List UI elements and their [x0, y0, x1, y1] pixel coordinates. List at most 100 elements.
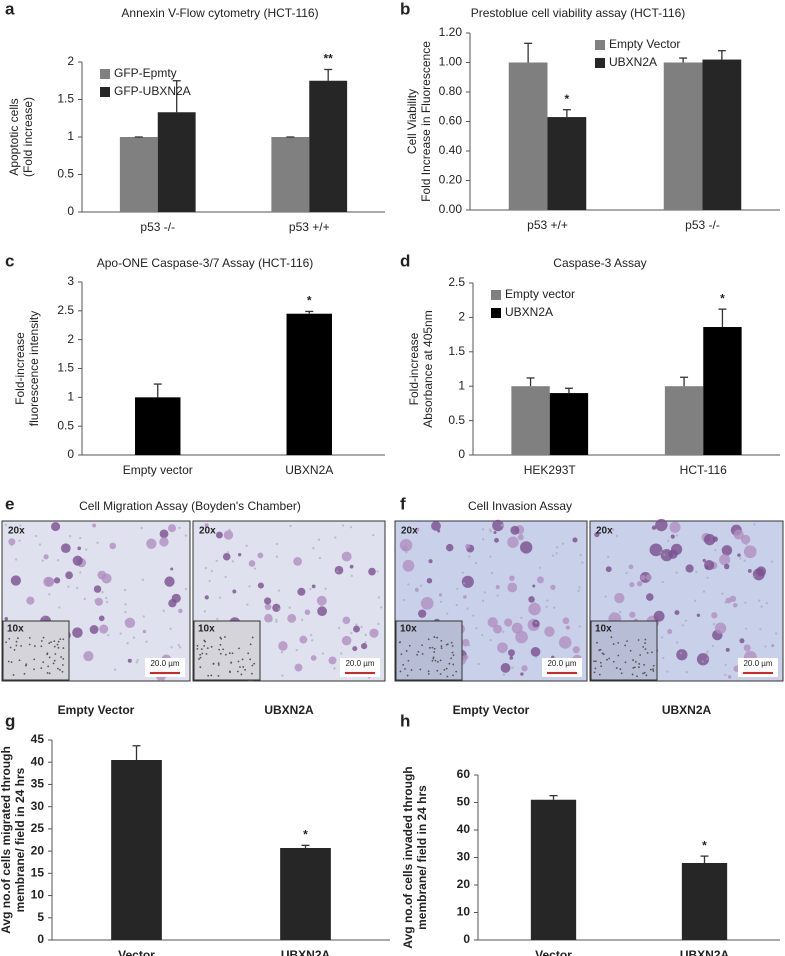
inset-cell	[451, 651, 454, 654]
bar	[119, 137, 158, 212]
pore	[577, 589, 580, 593]
y-tick-label: 35	[31, 777, 45, 791]
cell	[495, 585, 500, 590]
x-tick-label: p53 +/+	[527, 218, 568, 232]
inset-cell	[46, 652, 49, 655]
cell	[670, 534, 675, 539]
inset-cell	[652, 668, 655, 671]
pore	[402, 598, 405, 602]
pore	[483, 591, 486, 594]
cell	[51, 522, 61, 532]
cell	[743, 545, 757, 559]
inset-cell	[593, 660, 595, 663]
inset-cell	[629, 649, 632, 652]
inset-cell	[633, 666, 636, 669]
pore	[606, 555, 610, 559]
cell	[8, 538, 16, 546]
y-tick-label: 30	[457, 850, 471, 864]
cell	[287, 613, 297, 623]
pore	[611, 611, 615, 615]
cell	[264, 597, 272, 605]
chart-title: Apo-ONE Caspase-3/7 Assay (HCT-116)	[97, 256, 314, 270]
y-tick-label: 3	[67, 274, 74, 288]
pore	[511, 666, 514, 669]
magnification: 20x	[596, 526, 613, 537]
inset-cell	[617, 642, 620, 644]
inset-cell	[240, 673, 243, 676]
inset-cell	[645, 674, 648, 677]
cell	[293, 556, 302, 566]
pore	[113, 668, 117, 671]
significance-marker: **	[324, 52, 334, 66]
inset-cell	[637, 639, 640, 641]
cell	[676, 649, 688, 661]
pore	[407, 583, 410, 586]
scale-label: 20.0 µm	[150, 659, 179, 668]
pore	[685, 671, 688, 674]
inset-magnification: 10x	[7, 624, 24, 635]
inset-cell	[431, 646, 434, 649]
inset-cell	[443, 668, 446, 671]
pore	[132, 636, 136, 639]
chart-title: Prestoblue cell viability assay (HCT-116…	[471, 6, 686, 20]
pore	[496, 594, 499, 597]
y-tick-label: 60	[457, 767, 471, 781]
x-tick-label: UBXN2A	[285, 463, 333, 477]
cell	[65, 571, 73, 580]
cell	[739, 638, 745, 644]
inset-cell	[398, 641, 401, 644]
cell	[99, 624, 109, 634]
inset-cell	[624, 644, 627, 647]
inset-cell	[231, 652, 234, 655]
inset-cell	[419, 668, 422, 671]
pore	[228, 528, 231, 532]
pore	[19, 524, 22, 527]
cell	[565, 625, 570, 630]
inset-cell	[24, 664, 27, 667]
pore	[275, 542, 279, 546]
x-tick-label: HCT-116	[680, 463, 727, 477]
inset-cell	[646, 651, 649, 654]
inset-cell	[249, 643, 252, 646]
pore	[377, 622, 380, 626]
pore	[743, 559, 746, 563]
inset-cell	[53, 640, 56, 643]
cell	[696, 653, 710, 666]
x-tick-label: HEK293T	[524, 463, 577, 477]
inset-cell	[619, 668, 622, 671]
pore	[38, 543, 42, 546]
pore	[210, 569, 214, 573]
inset-cell	[251, 636, 254, 639]
inset-cell	[59, 638, 62, 641]
pore	[340, 652, 343, 655]
inset-cell	[643, 663, 646, 666]
legend-label: Empty vector	[505, 287, 575, 301]
inset-cell	[62, 647, 65, 649]
pore	[184, 587, 188, 591]
cell	[204, 595, 209, 600]
x-tick-label: UBXN2A	[680, 948, 730, 956]
inset-cell	[406, 674, 409, 677]
inset-cell	[224, 653, 227, 656]
panel-label: a	[5, 0, 15, 18]
cell	[756, 566, 767, 577]
y-tick-label: 25	[31, 821, 45, 835]
inset-cell	[61, 664, 64, 666]
inset-cell	[217, 675, 220, 677]
cell	[629, 611, 636, 618]
pore	[712, 623, 716, 626]
inset-cell	[253, 662, 256, 665]
pore	[706, 576, 709, 579]
inset-cell	[445, 667, 448, 670]
cell	[530, 646, 541, 657]
pore	[231, 560, 235, 563]
panel-label: g	[5, 711, 15, 730]
cell	[737, 553, 741, 557]
pore	[439, 600, 443, 604]
cell	[515, 630, 528, 644]
inset-magnification: 10x	[400, 624, 417, 635]
pore	[275, 618, 278, 622]
cell	[223, 530, 234, 540]
inset-cell	[196, 647, 199, 650]
pore	[679, 651, 683, 655]
